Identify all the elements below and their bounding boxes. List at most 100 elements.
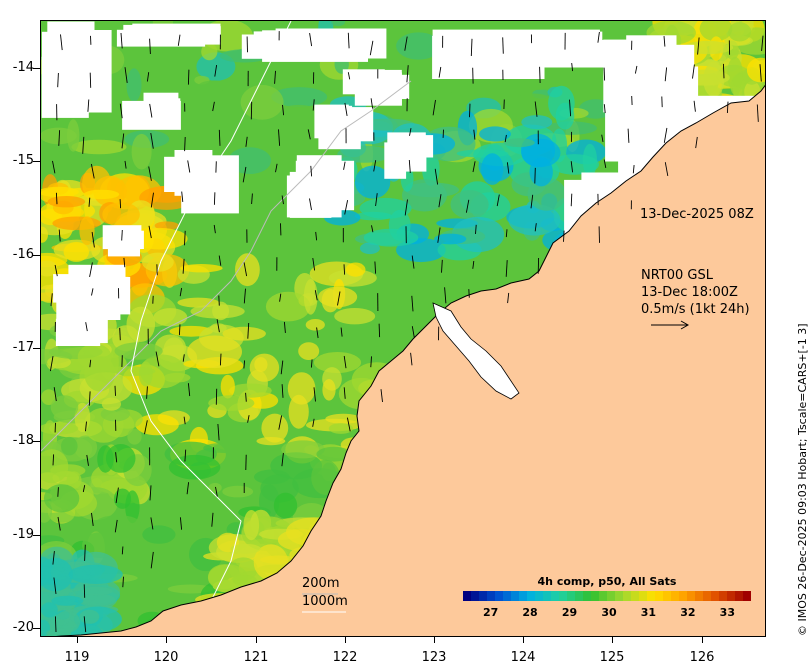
sst-patch [313,352,362,373]
legend-tick-label: 31 [640,606,657,619]
legend-color-cell [615,591,624,601]
current-vector [438,194,442,208]
legend-color-cell [623,591,632,601]
sst-patch [51,595,84,606]
current-vector [251,193,253,205]
current-vector [119,327,121,341]
legend-tick-label: 33 [719,606,735,619]
current-vector [470,38,473,57]
sst-patch [208,482,222,493]
current-vector [506,162,510,174]
sst-patch [142,525,176,544]
current-vector [57,72,59,88]
current-vector [411,295,414,312]
sst-patch [229,383,272,398]
sst-patch [153,308,188,327]
current-vector [245,136,248,147]
sst-patch [113,488,132,509]
legend-color-cell [647,591,656,601]
sst-patch [84,355,116,392]
legend-tick-label: 30 [601,606,617,619]
sst-patch [334,308,376,325]
current-vector [310,359,313,368]
current-vector [115,452,118,463]
current-vector [52,551,55,565]
sst-patch [74,435,98,460]
legend-color-cell [583,591,592,601]
current-vector [88,197,91,207]
current-vector [309,33,313,47]
legend-color-cell [551,591,560,601]
current-vector [278,415,283,430]
sst-patch [303,279,318,315]
cloud-patch [63,314,108,344]
current-vector [186,482,190,495]
sst-patch [43,484,80,513]
current-vector [312,99,315,111]
sst-patch [508,204,561,236]
current-vector [281,384,284,398]
current-vector [505,260,508,277]
sst-patch [68,564,123,585]
current-vector [52,454,55,466]
cloud-patch [342,69,385,95]
lon-tick-mark [612,637,613,643]
current-vector [307,129,311,140]
map-frame [40,20,766,637]
lon-tick-label: 120 [153,650,179,665]
current-vector [89,72,92,88]
lon-tick-mark [523,637,524,643]
current-vector [444,287,447,304]
sst-patch [230,543,261,554]
current-vector [441,259,443,273]
sst-patch [105,444,136,473]
current-vector [184,136,186,152]
current-vector [315,231,318,241]
sst-patch [222,485,254,498]
legend-color-cell [567,591,576,601]
current-vector [370,98,374,109]
current-vector [87,99,90,112]
cloud-patch [68,264,126,294]
legend-color-cell [719,591,728,601]
sst-patch [139,354,186,389]
current-vector [83,584,86,598]
current-vector [697,37,700,55]
current-vector [634,65,638,74]
current-vector [539,66,541,84]
sst-patch [434,233,467,245]
sst-patch [265,291,311,322]
current-vector [632,165,635,174]
sst-patch [41,186,79,198]
sst-patch [41,389,57,406]
sst-patch [132,227,188,250]
current-vector [53,577,57,594]
current-vector [756,104,759,122]
legend-color-cell [655,591,664,601]
current-vector [406,65,409,83]
current-vector [182,354,185,362]
current-vector [603,104,606,114]
legend-color-cell [607,591,616,601]
current-vector [60,34,63,51]
lat-tick-mark [33,441,40,442]
current-vector [91,288,94,296]
current-vector [274,70,276,84]
current-vector [570,193,573,207]
current-vector [534,167,536,184]
current-vector [347,72,351,80]
current-vector [465,199,470,213]
current-vector [50,293,53,306]
current-vector [243,360,246,369]
lat-tick-label: -15 [12,153,34,168]
lat-tick-label: -14 [12,60,34,75]
current-vector [280,360,284,375]
sst-patch [261,413,289,443]
current-vector [57,516,61,531]
sst-patch [54,610,81,633]
current-vector [571,63,574,72]
sst-map [41,21,765,636]
current-vector [242,166,247,183]
lon-tick-mark [256,637,257,643]
current-vector [726,101,729,114]
